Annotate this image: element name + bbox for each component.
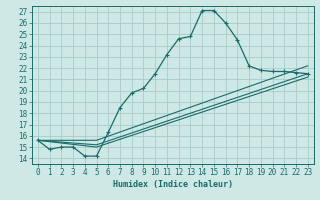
- X-axis label: Humidex (Indice chaleur): Humidex (Indice chaleur): [113, 180, 233, 189]
